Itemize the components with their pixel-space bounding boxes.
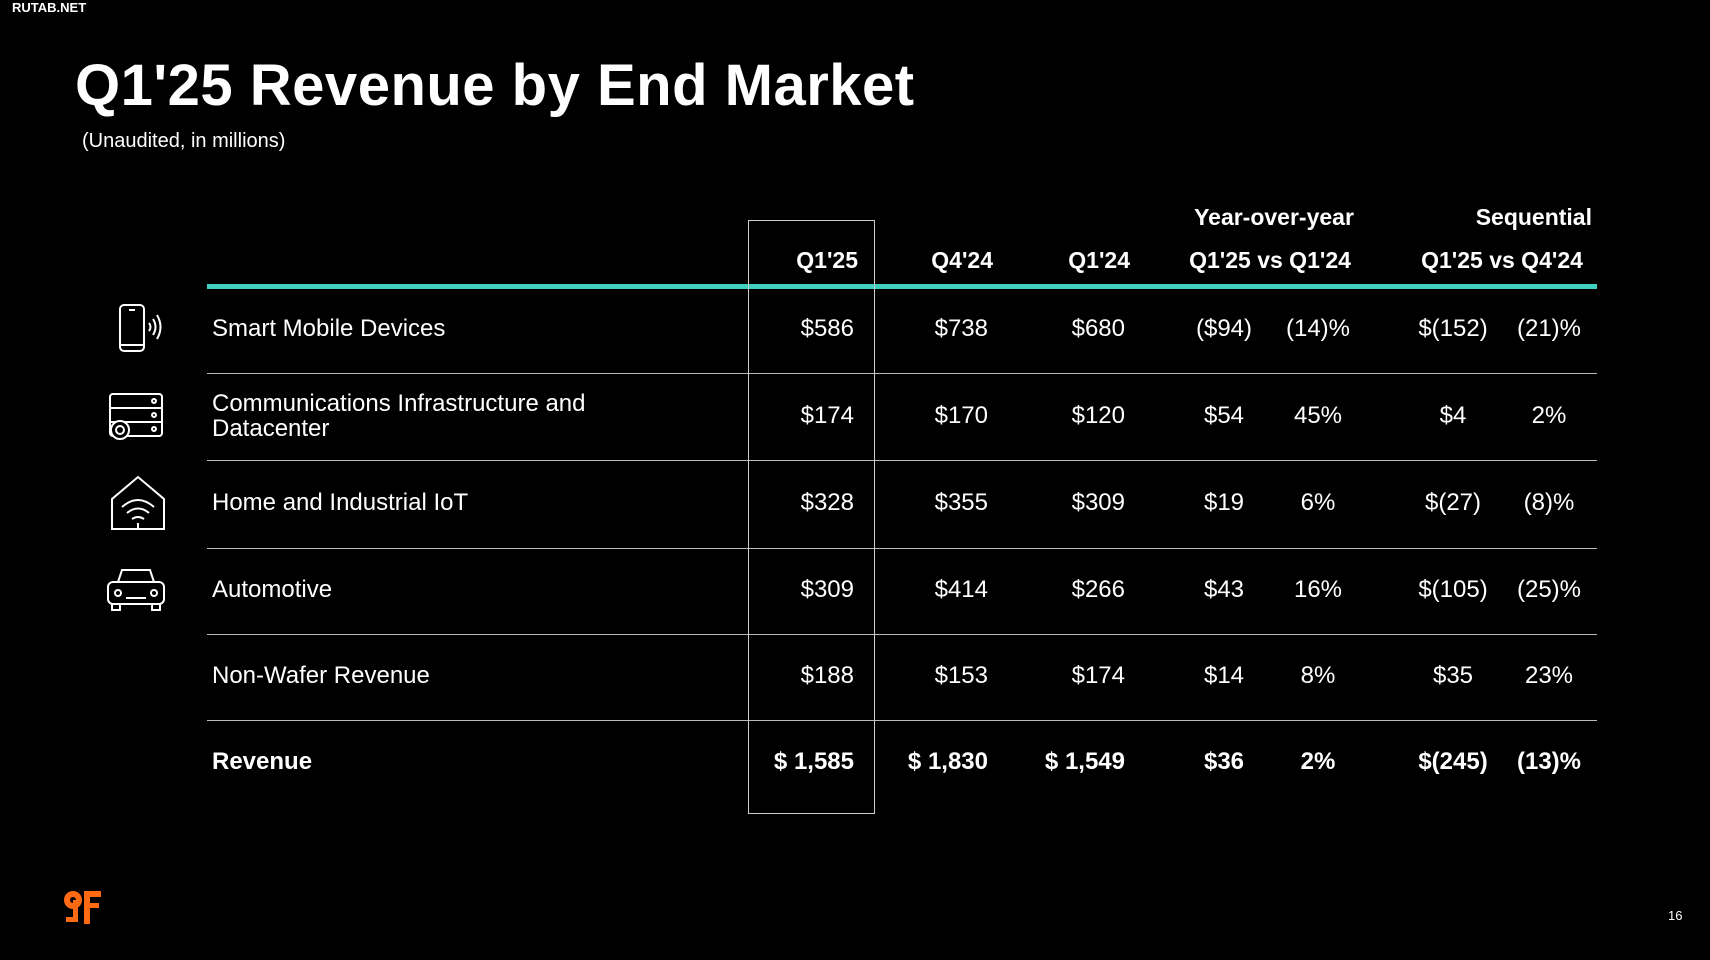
row-divider [207,373,1597,374]
header-q124: Q1'24 [1068,247,1130,273]
cell-q424: $355 [934,489,988,516]
cell-seq_d: $(27) [1424,489,1482,516]
row-label-line: Communications Infrastructure and [212,390,586,417]
header-q125: Q1'25 [796,247,858,273]
cell-q125: $ 1,585 [773,748,854,775]
cell-seq_p: (13)% [1516,748,1582,775]
cell-seq_p: (8)% [1523,489,1575,516]
row-label: Non-Wafer Revenue [212,662,430,689]
cell-yoy_d: ($94) [1195,315,1253,342]
cell-q124: $680 [1071,315,1125,342]
cell-q125: $309 [800,576,854,603]
row-divider [207,720,1597,721]
cell-seq_p: 23% [1524,662,1574,689]
company-logo [62,888,108,933]
cell-q124: $266 [1071,576,1125,603]
cell-q124: $120 [1071,402,1125,429]
cell-yoy_p: (14)% [1285,315,1351,342]
cell-yoy_d: $19 [1203,489,1245,516]
cell-q124: $ 1,549 [1044,748,1125,775]
car-icon [100,560,170,620]
cell-seq_p: 2% [1531,402,1567,429]
cell-q424: $414 [934,576,988,603]
cell-seq_d: $4 [1439,402,1467,429]
cell-q125: $328 [800,489,854,516]
header-group-sequential: Sequential [1475,204,1592,230]
cell-q125: $174 [800,402,854,429]
q125-highlight-box [748,220,875,814]
cell-yoy_d: $43 [1203,576,1245,603]
row-label: Automotive [212,576,333,603]
row-divider [207,548,1597,549]
cell-seq_d: $35 [1432,662,1474,689]
cell-yoy_p: 16% [1293,576,1343,603]
row-label: Communications Infrastructure and Datacen… [212,391,586,441]
header-seq: Q1'25 vs Q4'24 [1421,247,1583,273]
cell-seq_p: (21)% [1516,315,1582,342]
cell-seq_d: $(105) [1418,576,1488,603]
header-yoy: Q1'25 vs Q1'24 [1189,247,1351,273]
header-divider [207,284,1597,289]
cell-yoy_p: 6% [1300,489,1336,516]
cell-seq_d: $(152) [1418,315,1488,342]
cell-q125: $188 [800,662,854,689]
header-group-yoy: Year-over-year [1194,204,1354,230]
cell-seq_d: $(245) [1418,748,1488,775]
cell-seq_p: (25)% [1516,576,1582,603]
home-wifi-icon [100,473,170,533]
row-label-line: Datacenter [212,415,330,442]
cell-yoy_p: 45% [1293,402,1343,429]
row-divider [207,634,1597,635]
cell-yoy_d: $36 [1203,748,1245,775]
cell-q124: $174 [1071,662,1125,689]
row-label: Revenue [212,748,313,775]
smartphone-icon [100,299,170,359]
server-gear-icon [100,386,170,446]
row-label: Home and Industrial IoT [212,489,469,516]
header-q424: Q4'24 [931,247,993,273]
cell-q424: $738 [934,315,988,342]
cell-q424: $153 [934,662,988,689]
page-number: 16 [1668,908,1683,923]
row-label: Smart Mobile Devices [212,315,446,342]
cell-yoy_d: $14 [1203,662,1245,689]
subtitle: (Unaudited, in millions) [82,130,286,152]
cell-yoy_d: $54 [1203,402,1245,429]
cell-q424: $170 [934,402,988,429]
row-divider [207,460,1597,461]
watermark: RUTAB.NET [12,0,87,15]
cell-yoy_p: 2% [1300,748,1336,775]
page-title: Q1'25 Revenue by End Market [75,53,915,118]
cell-q125: $586 [800,315,854,342]
cell-q124: $309 [1071,489,1125,516]
cell-q424: $ 1,830 [907,748,988,775]
cell-yoy_p: 8% [1300,662,1336,689]
